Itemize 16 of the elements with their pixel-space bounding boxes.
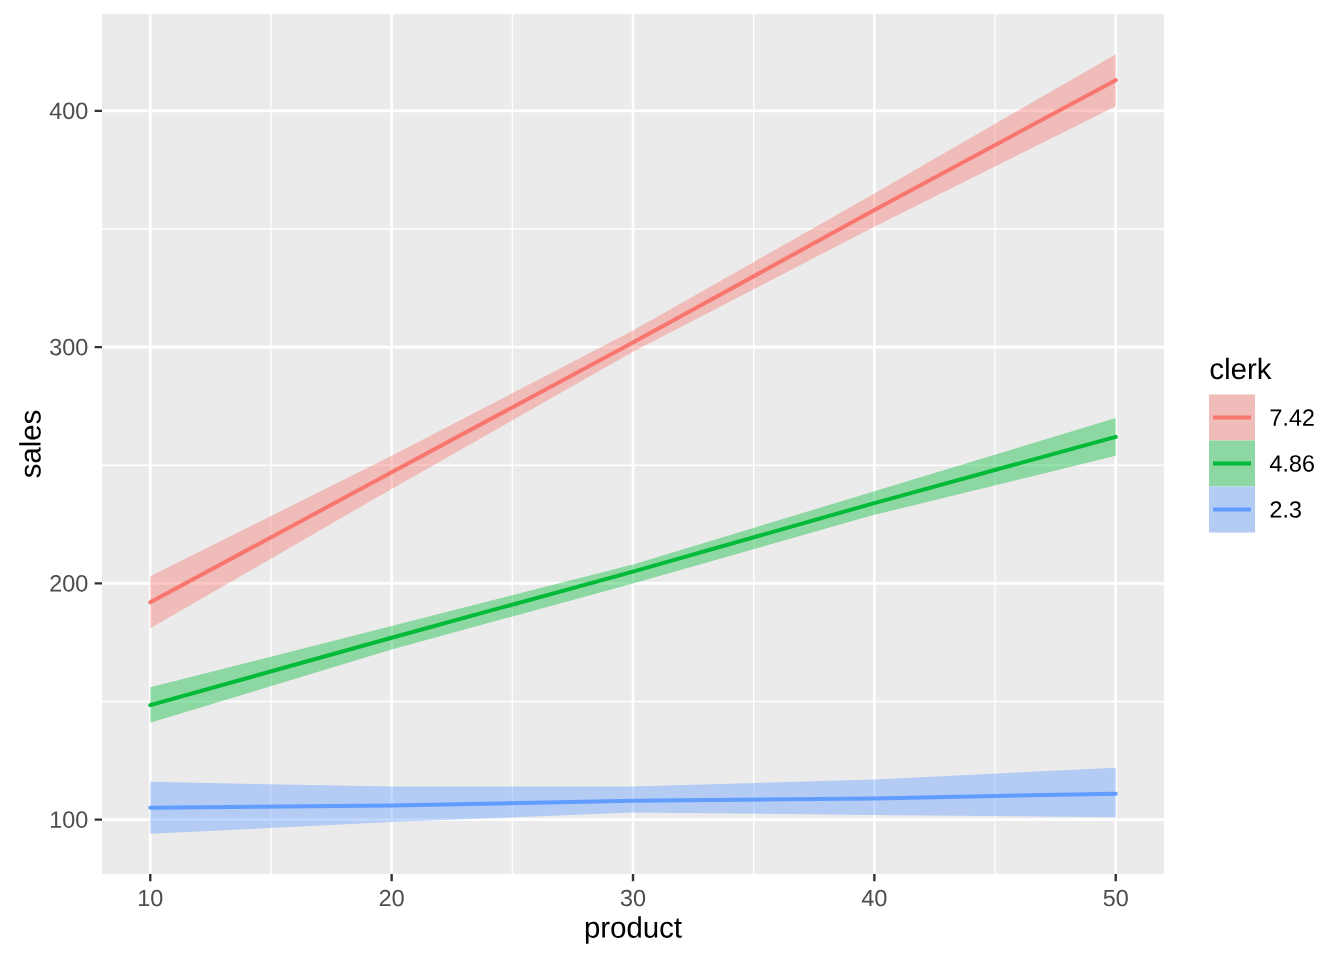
x-tick-label: 20 [379, 889, 404, 907]
y-tick-label: 400 [49, 102, 88, 120]
y-tick-label: 300 [50, 338, 88, 356]
x-axis-title: product [585, 916, 682, 944]
x-tick-label: 40 [861, 889, 887, 907]
legend-label: 7.42 [1270, 409, 1314, 426]
x-tick-label: 30 [620, 889, 646, 907]
line-series [148, 791, 1118, 810]
y-tick-label: 100 [51, 811, 88, 828]
legend-label: 2.3 [1270, 501, 1301, 518]
x-tick-label: 50 [1103, 889, 1128, 907]
legend-title: clerk [1210, 357, 1272, 380]
y-tick-label: 200 [50, 575, 88, 592]
legend-label: 4.86 [1269, 455, 1314, 472]
x-tick-label: 10 [139, 889, 163, 907]
y-axis-title: sales [19, 410, 41, 478]
